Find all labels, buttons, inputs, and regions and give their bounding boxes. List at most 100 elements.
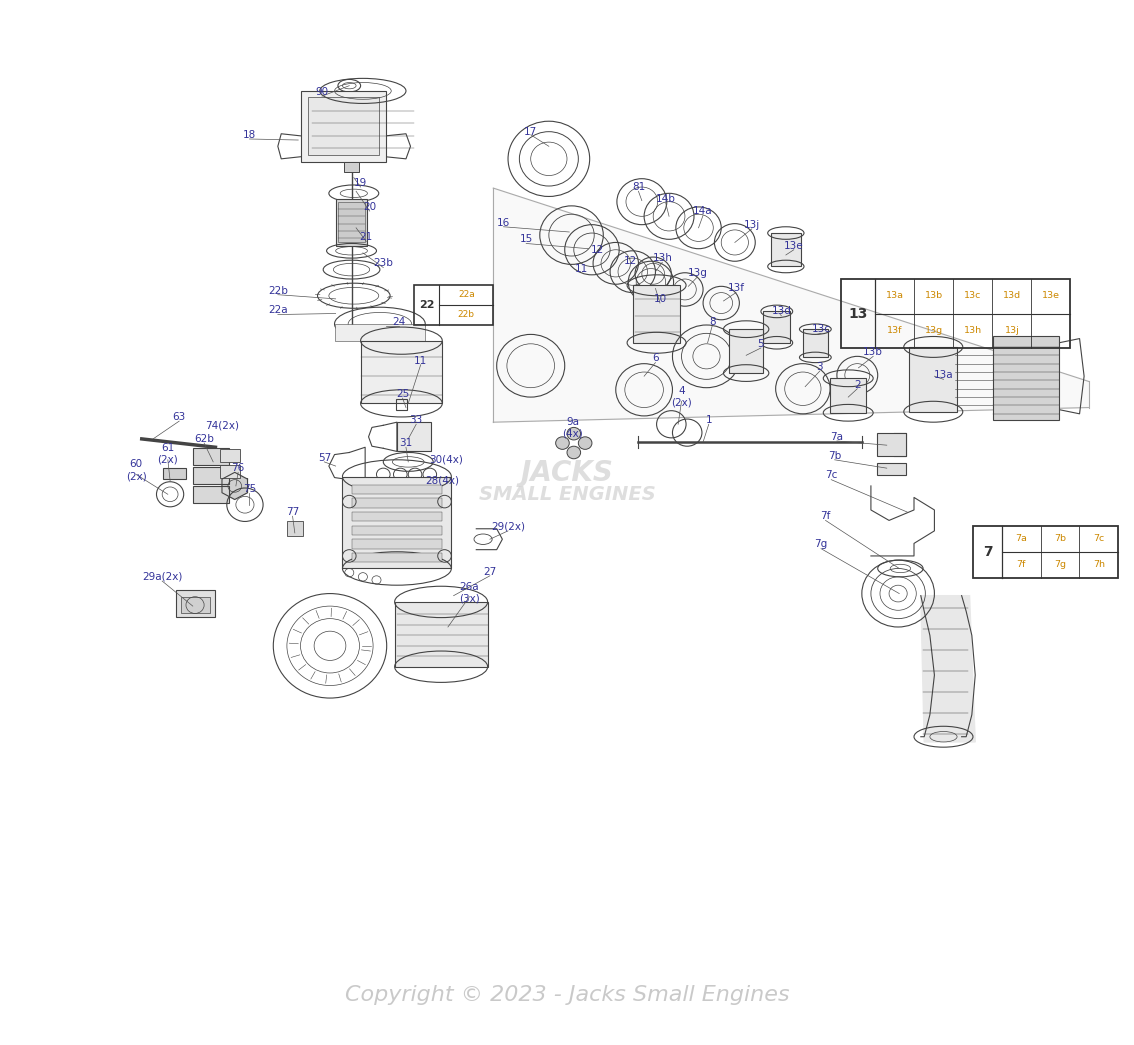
Bar — [633, 285, 680, 343]
Text: Copyright © 2023 - Jacks Small Engines: Copyright © 2023 - Jacks Small Engines — [345, 984, 789, 1005]
Text: 7b: 7b — [828, 450, 841, 461]
Text: 13c: 13c — [812, 324, 830, 334]
Text: 21: 21 — [359, 232, 373, 242]
Text: 18: 18 — [243, 130, 256, 140]
Bar — [993, 336, 1059, 420]
Text: 13j: 13j — [1005, 326, 1019, 334]
Polygon shape — [921, 596, 975, 742]
Text: 13a: 13a — [933, 370, 954, 380]
Text: 74(2x): 74(2x) — [205, 420, 239, 431]
Bar — [344, 162, 359, 172]
Polygon shape — [222, 472, 247, 500]
Text: 13a: 13a — [886, 292, 904, 300]
Text: 81: 81 — [632, 182, 645, 192]
Bar — [287, 521, 303, 536]
Bar — [308, 97, 379, 155]
Text: 7f: 7f — [820, 511, 831, 521]
Bar — [841, 279, 1070, 348]
Bar — [973, 526, 1118, 578]
Bar — [771, 233, 801, 266]
Bar — [163, 468, 186, 479]
Bar — [336, 199, 367, 246]
Text: 57: 57 — [318, 452, 331, 463]
Text: 13c: 13c — [964, 292, 982, 300]
Polygon shape — [493, 188, 1089, 422]
Text: 13f: 13f — [887, 326, 903, 334]
Ellipse shape — [578, 437, 592, 449]
Bar — [181, 597, 210, 613]
Text: 75: 75 — [243, 484, 256, 494]
Text: 7: 7 — [983, 544, 992, 559]
Text: SMALL ENGINES: SMALL ENGINES — [479, 485, 655, 504]
Text: 7b: 7b — [1055, 534, 1066, 542]
Text: 7c: 7c — [1093, 534, 1105, 542]
Text: 17: 17 — [524, 126, 538, 137]
Bar — [414, 285, 493, 325]
Text: 10: 10 — [653, 294, 667, 304]
Text: 7a: 7a — [830, 432, 844, 442]
Bar — [352, 485, 442, 494]
Text: 4
(2x): 4 (2x) — [671, 387, 692, 408]
Text: 24: 24 — [392, 317, 406, 327]
Text: 20: 20 — [363, 202, 376, 212]
Bar — [830, 378, 866, 413]
Bar — [803, 329, 828, 357]
Text: 3: 3 — [816, 362, 823, 372]
Text: 7f: 7f — [1017, 560, 1026, 568]
Text: 77: 77 — [286, 507, 299, 517]
Text: 7g: 7g — [814, 539, 828, 550]
Text: 13e: 13e — [1042, 292, 1060, 300]
Bar — [193, 467, 229, 484]
Bar — [763, 311, 790, 343]
Text: 22a: 22a — [458, 289, 475, 299]
Text: 1: 1 — [705, 415, 712, 425]
Text: 13g: 13g — [687, 268, 708, 278]
Text: 7g: 7g — [1055, 560, 1066, 568]
Text: 22b: 22b — [458, 309, 475, 319]
Text: 11: 11 — [414, 355, 428, 366]
Bar — [877, 463, 906, 475]
Ellipse shape — [556, 437, 569, 449]
Text: JACKS: JACKS — [521, 460, 613, 487]
Text: 7h: 7h — [1093, 560, 1105, 568]
Ellipse shape — [567, 427, 581, 440]
Text: 13b: 13b — [863, 347, 883, 357]
Text: 6: 6 — [652, 353, 659, 364]
Bar — [397, 422, 431, 451]
Text: 63: 63 — [172, 412, 186, 422]
Text: 30(4x): 30(4x) — [429, 455, 463, 465]
Text: 29a(2x): 29a(2x) — [142, 572, 183, 582]
Text: 76: 76 — [231, 463, 245, 473]
Text: 7c: 7c — [826, 470, 837, 481]
Bar — [352, 526, 442, 535]
Bar — [877, 433, 906, 456]
Text: 13g: 13g — [925, 326, 943, 334]
Text: 14b: 14b — [655, 193, 676, 204]
Text: 13d: 13d — [1002, 292, 1021, 300]
Text: 13h: 13h — [652, 253, 672, 263]
Text: 14a: 14a — [693, 206, 713, 216]
Text: 22a: 22a — [268, 305, 288, 316]
Text: 12: 12 — [591, 245, 604, 255]
Bar — [352, 512, 442, 521]
Text: 26a
(3x): 26a (3x) — [459, 582, 480, 603]
Text: 12: 12 — [624, 256, 637, 266]
Text: 33: 33 — [409, 415, 423, 425]
Text: 13e: 13e — [784, 240, 804, 251]
Bar — [301, 91, 386, 162]
Text: 60
(2x): 60 (2x) — [126, 460, 146, 481]
Bar — [338, 202, 365, 242]
Bar — [352, 539, 442, 549]
Text: 13j: 13j — [744, 219, 760, 230]
Text: 22: 22 — [418, 300, 434, 310]
Bar — [342, 477, 451, 568]
Text: 28(4x): 28(4x) — [425, 475, 459, 486]
Text: 11: 11 — [575, 263, 589, 274]
Text: 5: 5 — [758, 339, 764, 349]
Text: 90: 90 — [315, 87, 329, 97]
Ellipse shape — [567, 446, 581, 459]
Bar — [396, 399, 407, 410]
Text: 13f: 13f — [728, 283, 744, 294]
Text: 19: 19 — [354, 178, 367, 188]
Text: 13d: 13d — [771, 306, 792, 317]
